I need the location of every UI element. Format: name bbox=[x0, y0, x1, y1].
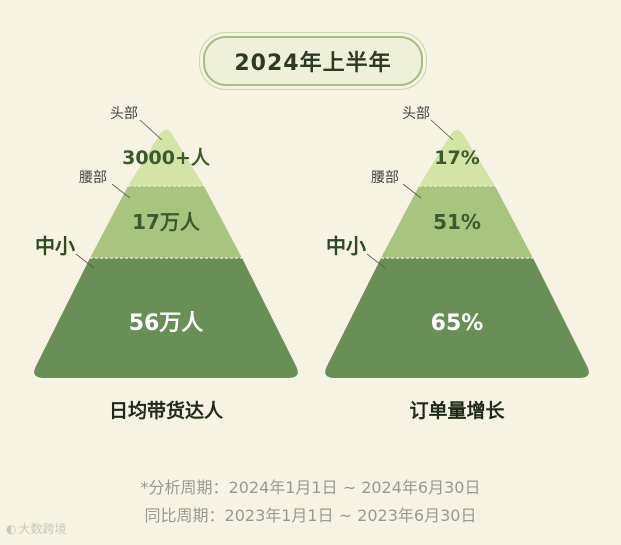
left-tier-top bbox=[128, 130, 204, 186]
right-pyramid: 头部 腰部 中小 17% 51% 65% bbox=[325, 106, 589, 378]
right-tier-top bbox=[419, 130, 495, 186]
period-title: 2024年上半年 bbox=[203, 36, 423, 86]
right-tier-bottom bbox=[325, 258, 589, 378]
right-bottom-value: 65% bbox=[431, 311, 484, 336]
left-mid-value: 17万人 bbox=[132, 210, 201, 234]
right-mid-value: 51% bbox=[433, 210, 481, 234]
left-tier-mid bbox=[90, 186, 242, 258]
right-tier-mid bbox=[381, 186, 533, 258]
right-caption: 订单量增长 bbox=[409, 400, 505, 422]
right-waist-label: 腰部 bbox=[371, 170, 399, 186]
weibo-logo-icon: ◐ bbox=[6, 521, 17, 536]
left-pyramid: 头部 腰部 中小 3000+人 17万人 56万人 bbox=[34, 106, 298, 378]
watermark-text: 大数跨境 bbox=[18, 522, 67, 536]
comparison-period-note: 同比周期：2023年1月1日 ~ 2023年6月30日 bbox=[144, 506, 477, 525]
left-caption: 日均带货达人 bbox=[108, 400, 223, 422]
left-tier-bottom bbox=[34, 258, 298, 378]
analysis-period-note: *分析周期：2024年1月1日 ~ 2024年6月30日 bbox=[140, 478, 481, 497]
right-mid-label: 中小 bbox=[326, 234, 366, 258]
left-head-label: 头部 bbox=[110, 106, 138, 122]
right-top-value: 17% bbox=[434, 147, 479, 169]
left-top-value: 3000+人 bbox=[122, 147, 211, 169]
left-waist-label: 腰部 bbox=[79, 170, 107, 186]
left-mid-label: 中小 bbox=[35, 234, 75, 258]
watermark: ◐ 大数跨境 bbox=[6, 520, 67, 537]
right-head-label: 头部 bbox=[402, 106, 430, 122]
left-bottom-value: 56万人 bbox=[129, 311, 204, 336]
